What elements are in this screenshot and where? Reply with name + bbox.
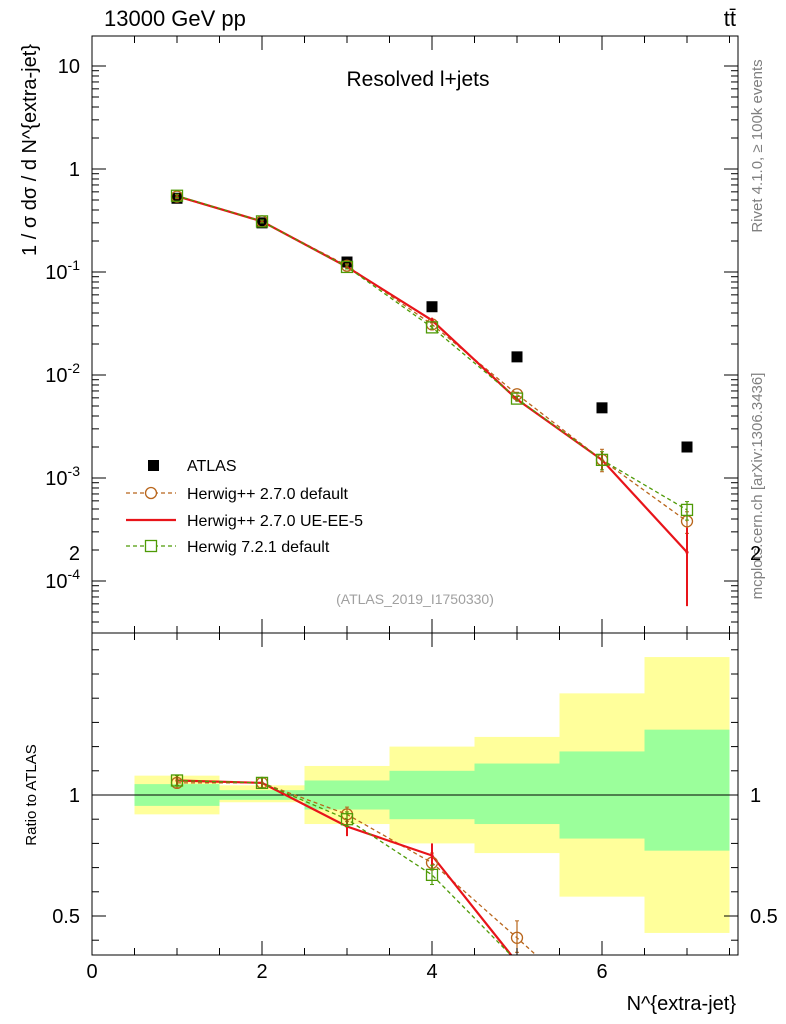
- main-atlas-point: [426, 301, 438, 313]
- main-atlas-point: [511, 351, 523, 363]
- main-herwig-7-2-1-default-point: [170, 189, 184, 202]
- ratio-herwig-7-2-1-default-point: [425, 868, 439, 882]
- rivet-note: Rivet 4.1.0, ≥ 100k events: [749, 59, 766, 232]
- ratio-herwig-2-7-0-ue-ee-5-point: [430, 853, 434, 858]
- legend-atlas-label: ATLAS: [187, 458, 237, 475]
- main-y-tick-label: 10-2: [45, 360, 80, 387]
- analysis-label: (ATLAS_2019_I1750330): [336, 591, 494, 607]
- main-herwig-7-2-1-default-point: [340, 260, 354, 274]
- ratio-y-tick-label-right: 1: [750, 785, 761, 807]
- ratio-series-markers: [170, 774, 524, 953]
- main-atlas-point: [681, 441, 693, 453]
- ratio-herwig-2-7-0-default-point: [510, 931, 524, 944]
- main-axis-ticks: 10-4 10-3 10-2 10-1 1 10: [45, 36, 738, 633]
- ratio-y-tick-label-right: 2: [750, 543, 761, 565]
- legend: ATLAS Herwig++ 2.7.0 default Herwig++ 2.…: [126, 458, 363, 556]
- ratio-x-tick-label: 4: [426, 961, 437, 983]
- energy-label: 13000 GeV pp: [104, 6, 246, 31]
- main-series-markers: [170, 189, 694, 607]
- main-y-tick-label: 1: [69, 159, 80, 181]
- ratio-y-tick-label-right: 0.5: [750, 906, 778, 928]
- main-y-tick-label: 10: [58, 56, 80, 78]
- legend-herwigpp-default-marker: [144, 486, 158, 500]
- main-atlas-point: [596, 402, 608, 414]
- main-herwig-7-2-1-default-point: [510, 392, 524, 405]
- main-herwig-2-7-0-ue-ee-5-point: [685, 550, 689, 554]
- ratio-y-tick-label-left: 2: [69, 543, 80, 565]
- ratio-y-label: Ratio to ATLAS: [23, 744, 40, 845]
- main-herwig-2-7-0-ue-ee-5-point: [430, 318, 434, 322]
- legend-atlas-marker: [148, 460, 159, 471]
- main-y-tick-label: 10-4: [45, 566, 80, 593]
- legend-herwigpp-default-label: Herwig++ 2.7.0 default: [187, 486, 349, 503]
- ratio-band-stat: [474, 763, 560, 825]
- legend-herwig7-label: Herwig 7.2.1 default: [187, 539, 330, 556]
- main-herwig-7-2-1-default-line: [176, 195, 688, 511]
- ratio-band-stat: [644, 729, 730, 851]
- ratio-herwig-7-2-1-default-point: [340, 813, 354, 826]
- main-y-label: 1 / σ dσ / d N^{extra-jet}: [19, 44, 41, 256]
- ratio-axis-ticks: 0.5 0.5 1 1 2 2 0 2 4 6: [52, 543, 778, 983]
- ratio-herwig-7-2-1-default-point: [170, 774, 184, 787]
- main-herwig-7-2-1-default-point: [595, 453, 609, 467]
- legend-herwig7-marker: [144, 539, 158, 553]
- ratio-y-tick-label-left: 1: [69, 785, 80, 807]
- main-herwig-7-2-1-default-point: [255, 215, 269, 228]
- main-title: Resolved l+jets: [347, 68, 490, 91]
- ratio-plot-frame: [91, 632, 739, 956]
- main-herwig-7-2-1-default-point: [425, 321, 439, 334]
- ratio-x-tick-label: 6: [596, 961, 607, 983]
- main-herwig-2-7-0-default-line: [176, 195, 688, 522]
- main-y-tick-label: 10-1: [45, 257, 80, 284]
- main-herwig-7-2-1-default-point: [680, 503, 694, 517]
- ratio-x-tick-label: 2: [256, 961, 267, 983]
- legend-herwigpp-ueee5-label: Herwig++ 2.7.0 UE-EE-5: [187, 513, 363, 530]
- main-y-tick-label: 10-3: [45, 463, 80, 490]
- process-label: tt̄: [724, 6, 736, 31]
- ratio-y-tick-label-left: 0.5: [52, 906, 80, 928]
- ratio-herwig-7-2-1-default-point: [255, 776, 269, 790]
- ratio-x-tick-label: 0: [86, 961, 97, 983]
- ratio-x-label: N^{extra-jet}: [627, 993, 737, 1015]
- mcplots-note: mcplots.cern.ch [arXiv:1306.3436]: [749, 373, 766, 600]
